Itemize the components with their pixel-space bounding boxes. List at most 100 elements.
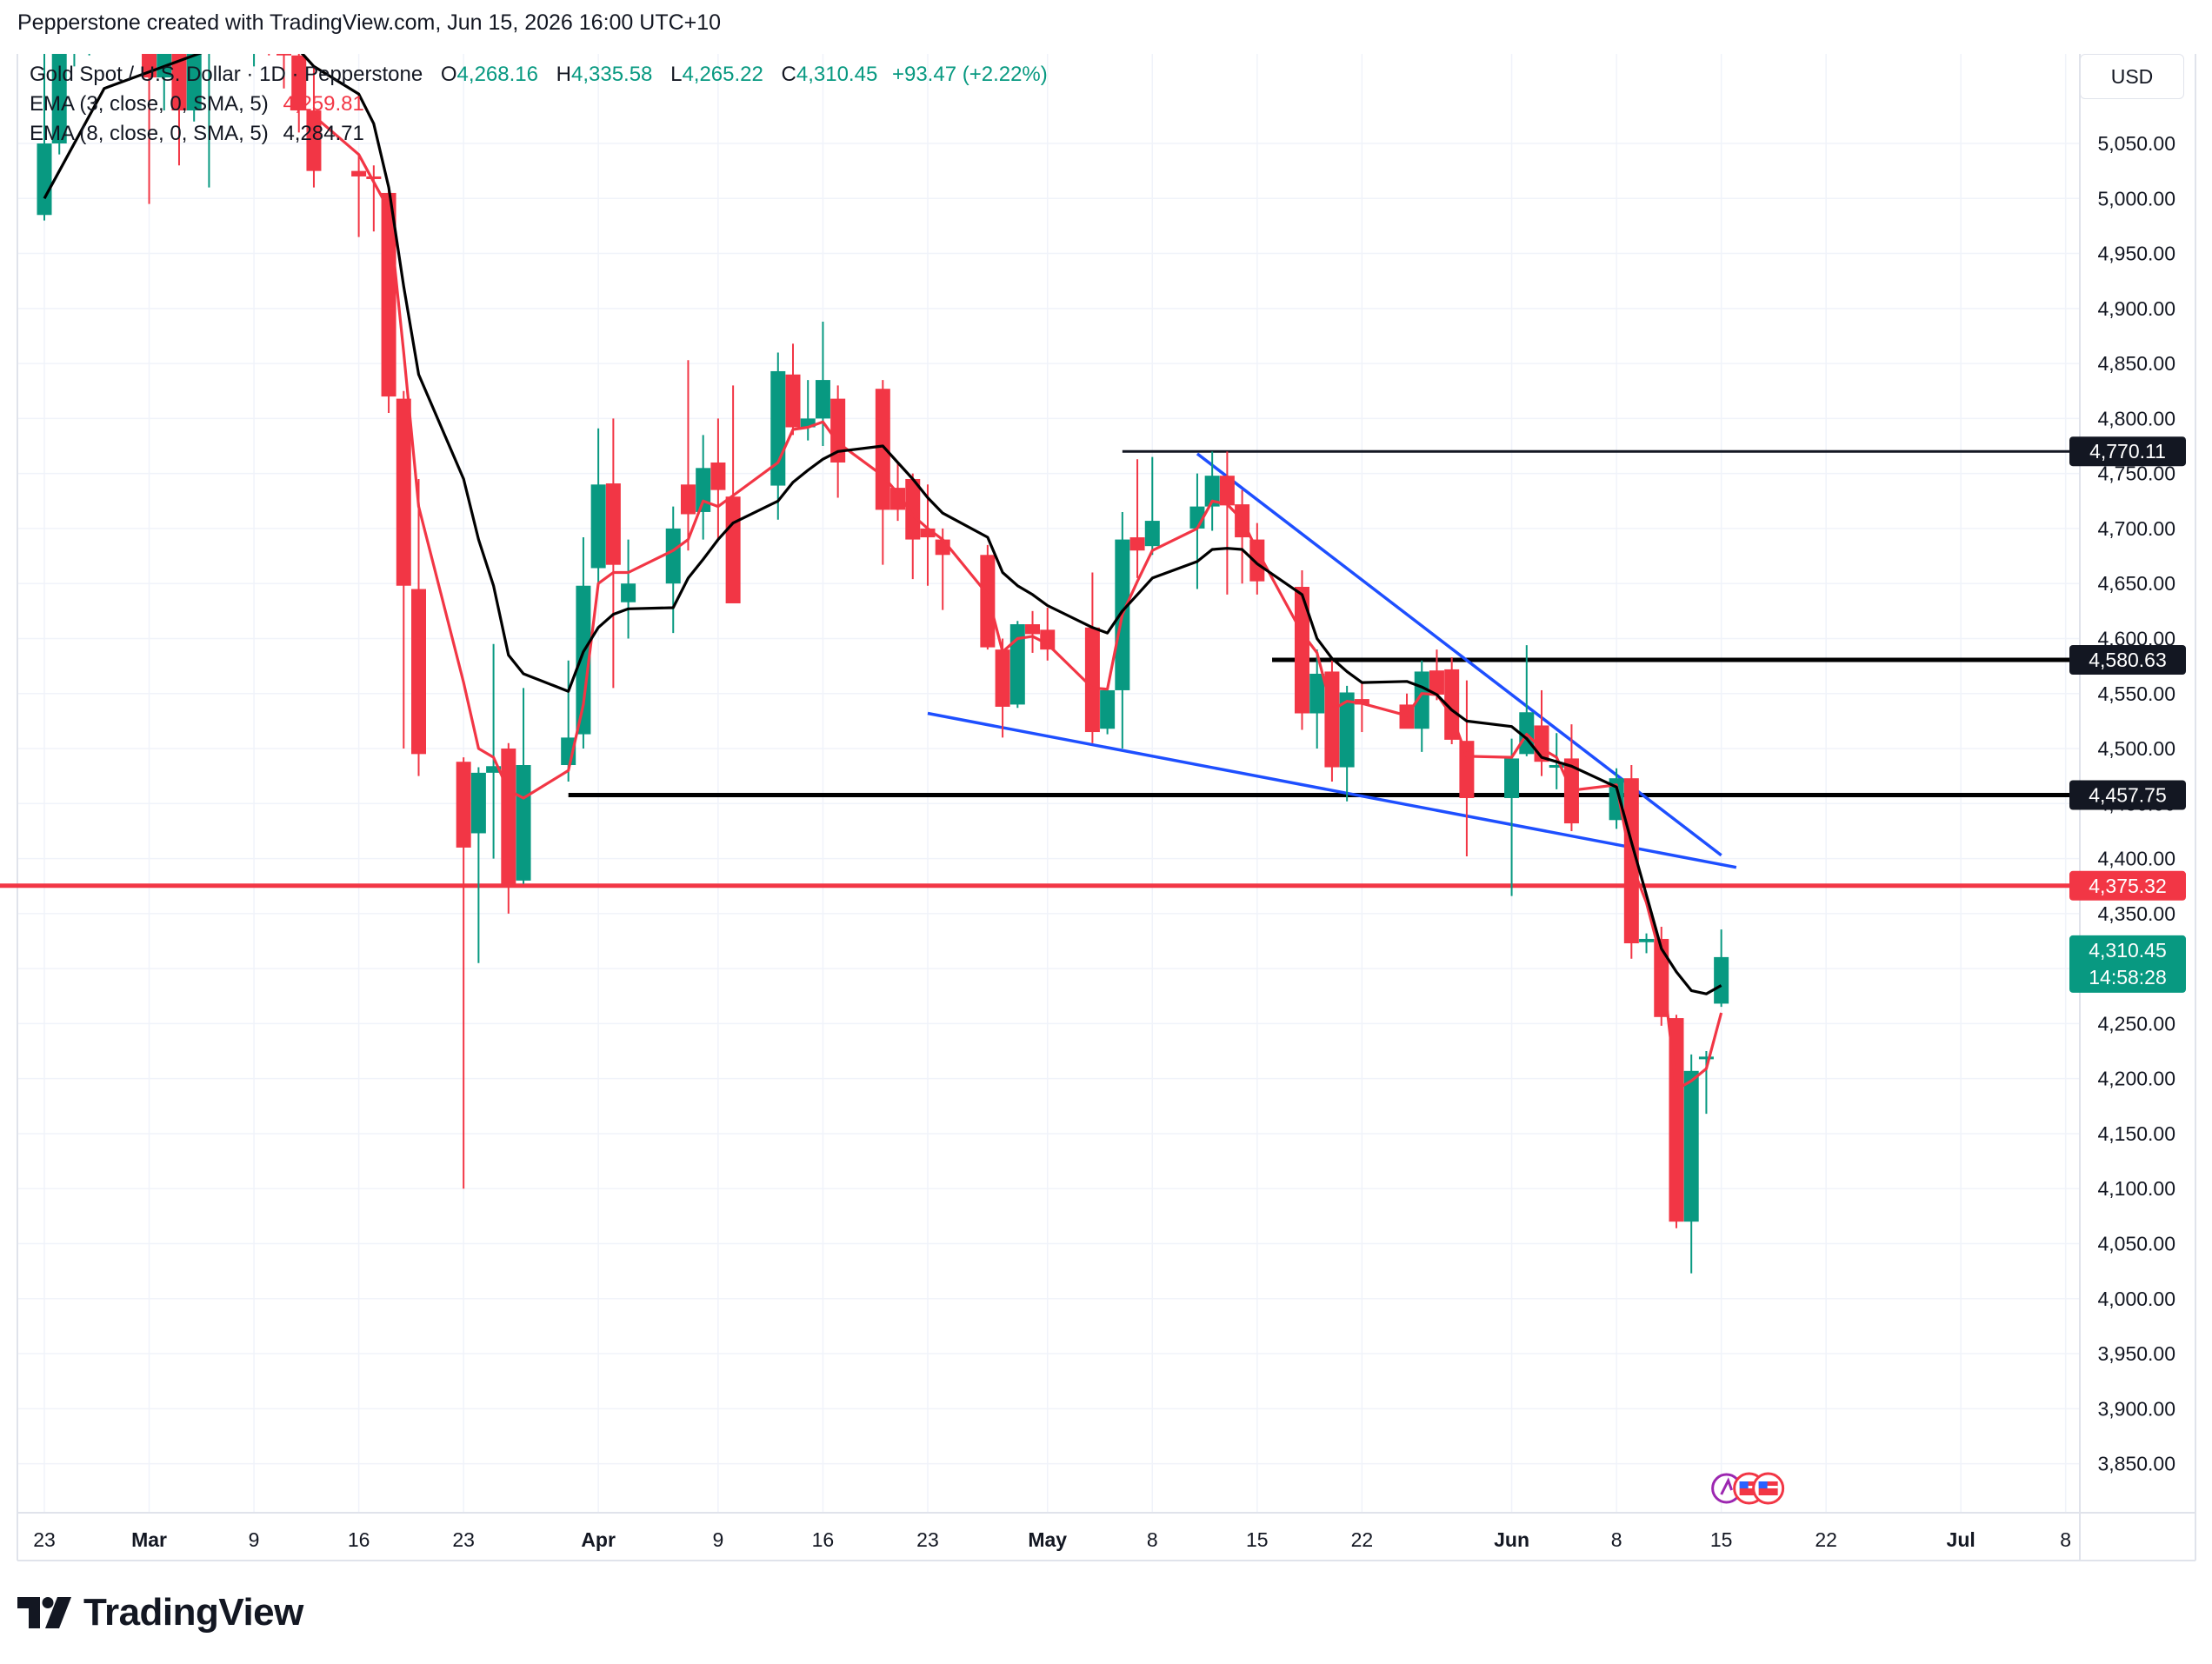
candle (51, 54, 67, 155)
candle-body (1714, 956, 1729, 1004)
price-tick-label: 4,150.00 (2097, 1122, 2175, 1145)
price-tick-label: 4,400.00 (2097, 848, 2175, 870)
price-tick-label: 4,900.00 (2097, 297, 2175, 320)
close-value: 4,310.45 (796, 63, 878, 86)
candle-body (1204, 476, 1220, 507)
candle (366, 165, 382, 232)
candle-body (1309, 673, 1325, 714)
candle (800, 380, 816, 441)
time-tick-label: 9 (249, 1528, 260, 1551)
time-tick-label: 16 (348, 1528, 370, 1551)
candle (680, 360, 696, 551)
price-tick-label: 4,250.00 (2097, 1012, 2175, 1035)
ema-fast-label: EMA (3, close, 0, SMA, 5) (30, 92, 269, 116)
candle (1100, 688, 1116, 735)
time-tick-label: 23 (916, 1528, 939, 1551)
price-tick-label: 4,800.00 (2097, 407, 2175, 429)
high-key: H (556, 63, 571, 86)
time-tick-label: 23 (33, 1528, 56, 1551)
candle (276, 54, 292, 89)
candle (501, 742, 516, 914)
low-value: 4,265.22 (682, 63, 763, 86)
ema-slow-legend[interactable]: EMA (8, close, 0, SMA, 5) 4,284.71 (30, 122, 364, 146)
candle (1129, 459, 1145, 578)
price-tick-label: 4,100.00 (2097, 1177, 2175, 1200)
candle (1084, 572, 1100, 743)
candle-body (1219, 476, 1235, 506)
price-tick-label: 3,900.00 (2097, 1397, 2175, 1420)
candle (411, 478, 426, 776)
time-tick-label: 8 (2060, 1528, 2071, 1551)
price-tick-label: 5,050.00 (2097, 132, 2175, 155)
candle (1504, 738, 1520, 896)
event-flags (1711, 1472, 1785, 1505)
candle (995, 638, 1010, 738)
candle-body (37, 143, 52, 216)
tradingview-logo: TradingView (17, 1591, 303, 1634)
candle-body (680, 484, 696, 515)
time-tick-label: Jul (1947, 1528, 1975, 1551)
candle-body (1144, 521, 1160, 547)
high-value: 4,335.58 (570, 63, 653, 86)
time-tick-label: 22 (1815, 1528, 1837, 1551)
candle (1683, 1054, 1699, 1274)
last-price-label: 4,310.45 (2089, 939, 2167, 962)
candle (268, 54, 270, 56)
level-price-label-bg (2069, 870, 2186, 901)
time-tick-label: 8 (1611, 1528, 1622, 1551)
tradingview-logo-icon (17, 1597, 71, 1628)
time-tick-label: 8 (1147, 1528, 1158, 1551)
candle (1204, 451, 1220, 531)
candle-body (576, 585, 591, 735)
candle-body (1339, 692, 1355, 768)
candle (1115, 511, 1130, 749)
candle (470, 767, 486, 963)
candle (1309, 649, 1325, 749)
price-tick-label: 4,500.00 (2097, 737, 2175, 760)
candle-body (470, 772, 486, 834)
candle-body (1129, 537, 1145, 551)
symbol-title: Gold Spot / U.S. Dollar · 1D · Peppersto… (30, 63, 423, 86)
time-tick-label: 23 (452, 1528, 475, 1551)
time-tick-label: 15 (1710, 1528, 1733, 1551)
candle (88, 54, 90, 56)
candle (73, 54, 76, 67)
time-tick-label: Mar (131, 1528, 167, 1551)
candle (1324, 660, 1340, 782)
candlesticks (37, 6, 1729, 1274)
ema-fast-line (312, 115, 1723, 1091)
price-tick-label: 3,850.00 (2097, 1453, 2175, 1475)
candle (456, 757, 471, 1189)
candle (1399, 693, 1415, 729)
candle-body (97, 6, 111, 23)
candle-body (605, 483, 621, 565)
candle-body (995, 649, 1010, 707)
candle-body (905, 478, 921, 540)
candle-body (1084, 627, 1100, 733)
candle-body (396, 398, 411, 586)
candle-body (456, 762, 471, 848)
open-key: O (440, 63, 457, 86)
countdown-label: 14:58:28 (2089, 966, 2167, 988)
candle-body (411, 589, 426, 755)
low-key: L (670, 63, 683, 86)
price-tick-label: 4,350.00 (2097, 902, 2175, 925)
price-tick-label: 4,950.00 (2097, 243, 2175, 265)
price-tick-label: 4,200.00 (2097, 1068, 2175, 1090)
candle (253, 54, 256, 67)
ema-fast-legend[interactable]: EMA (3, close, 0, SMA, 5) 4,259.81 (30, 92, 364, 116)
level-price-label-bg (2069, 436, 2186, 467)
us-flag-canton (1758, 1481, 1768, 1488)
candle-body (1549, 765, 1564, 769)
level-price-label-bg (2069, 644, 2186, 675)
candle-body (366, 176, 382, 179)
currency-selector[interactable]: USD (2080, 54, 2184, 99)
price-tick-label: 4,850.00 (2097, 352, 2175, 375)
candle-body (980, 555, 996, 648)
candle (1339, 685, 1355, 802)
candle (725, 385, 741, 603)
symbol-legend[interactable]: Gold Spot / U.S. Dollar · 1D · Peppersto… (30, 63, 1048, 87)
candle-body (590, 484, 606, 569)
time-axis-labels: 23 Mar 9 16 23 Apr 9 16 23 May 8 15 22 Jun 8 15 22 Jul 8 (33, 1528, 2071, 1551)
